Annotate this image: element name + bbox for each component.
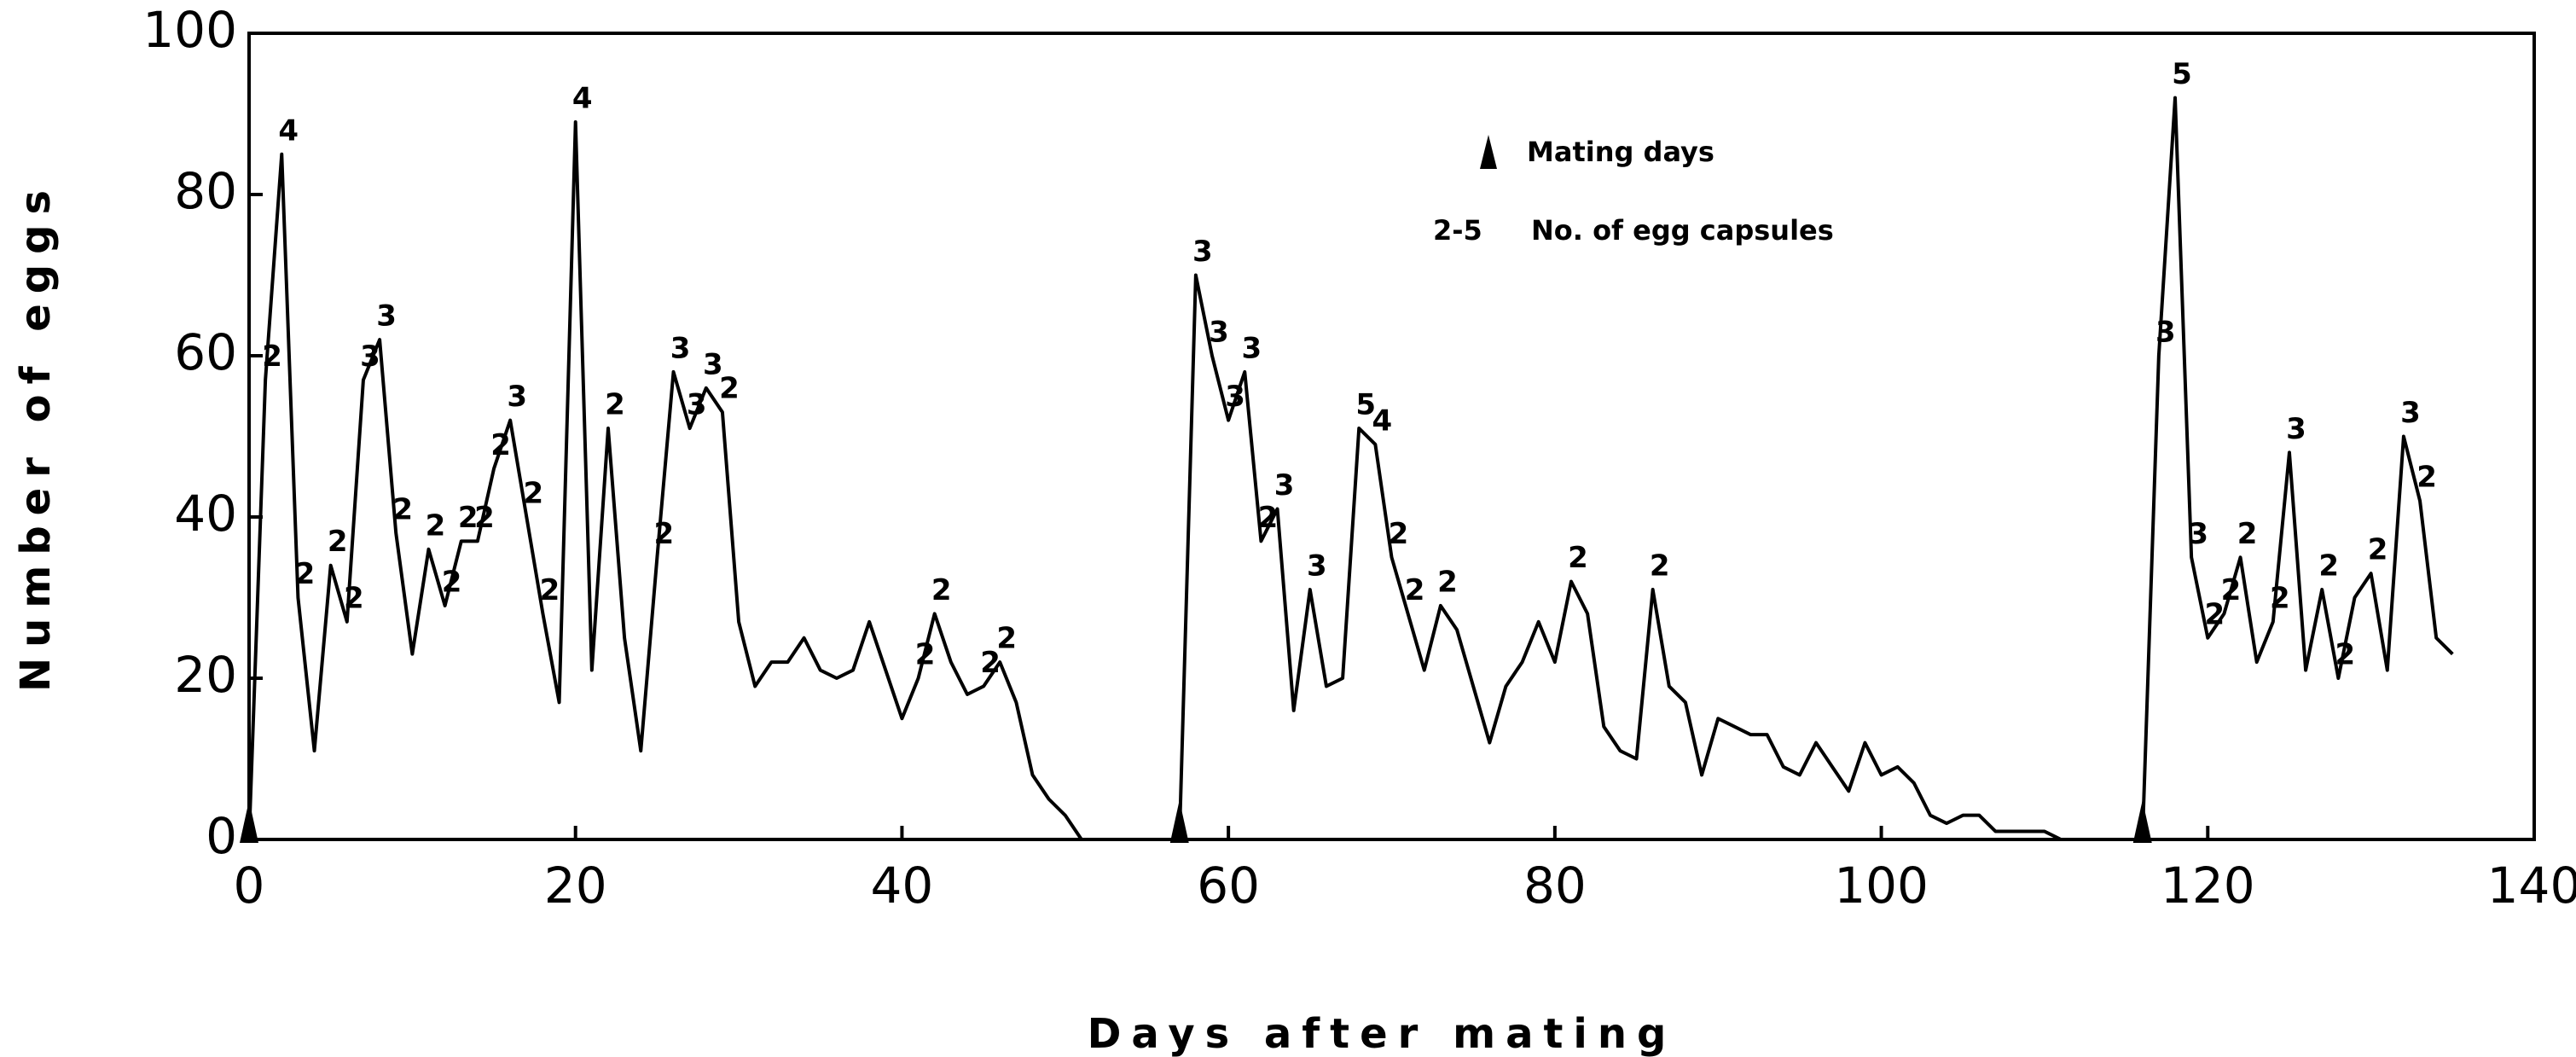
capsule-label: 2 [392,492,413,526]
capsule-label: 2 [719,372,740,406]
capsule-label: 3 [1192,235,1213,269]
capsule-label: 2 [1437,565,1458,599]
capsule-label: 3 [360,340,380,374]
y-tick-label: 40 [174,485,237,543]
capsule-label: 3 [1307,549,1327,584]
capsule-label: 2 [523,477,543,511]
capsule-label: 2 [490,428,511,462]
capsule-label: 2 [1405,573,1425,607]
mating-arrow [1169,800,1189,843]
capsule-label: 5 [2172,57,2192,91]
y-tick-label: 60 [174,323,237,381]
capsule-label: 2 [654,517,675,551]
data-line [247,96,2454,841]
capsule-label: 3 [687,388,707,422]
capsule-label: 2 [426,508,446,543]
capsule-label: 4 [572,81,593,115]
mating-arrow [2132,800,2152,843]
capsule-label: 2 [915,638,936,672]
y-axis-label: Number of eggs [12,180,60,692]
capsule-label: 2 [2416,461,2437,495]
capsule-label: 3 [2286,412,2306,446]
capsule-label: 2 [1568,541,1588,575]
capsule-label: 5 [1355,388,1376,422]
capsule-label: 3 [2155,316,2176,350]
capsule-label: 3 [670,331,691,365]
y-tick-label: 80 [174,162,237,220]
capsule-label: 2 [1389,517,1409,551]
capsule-label: 2 [2335,638,2356,672]
x-axis-label: Days after mating [1088,1010,1677,1057]
capsule-label: 2 [605,388,625,422]
capsule-label: 2 [1258,501,1279,535]
capsule-label: 2 [2204,597,2225,631]
capsule-label: 2 [458,501,479,535]
capsule-label: 2 [1650,549,1670,584]
capsule-label: 2 [540,573,560,607]
capsule-label: 3 [1274,468,1295,502]
x-tick-label: 140 [2487,857,2576,915]
x-tick-label: 20 [544,857,607,915]
capsule-label: 2 [2221,573,2242,607]
capsule-label: 2 [996,622,1017,656]
x-tick-label: 120 [2161,857,2255,915]
capsule-label: 2 [344,581,364,615]
x-tick-label: 80 [1523,857,1587,915]
capsule-label: 2 [262,340,282,374]
capsule-label: 3 [703,347,723,381]
capsule-label: 2 [2368,533,2388,567]
x-tick-label: 40 [871,857,934,915]
capsule-label: 3 [1209,316,1229,350]
y-tick-label: 20 [174,646,237,704]
capsule-label: 2 [328,525,348,559]
capsule-label: 3 [507,380,527,414]
plot-frame [247,32,2536,841]
capsule-label: 2 [2237,517,2258,551]
capsule-label: 2 [2270,581,2290,615]
x-tick-label: 100 [1834,857,1929,915]
capsule-label: 3 [376,299,397,334]
y-tick-label: 100 [142,1,237,59]
capsule-label: 2 [931,573,952,607]
capsule-label: 3 [2188,517,2208,551]
capsule-label: 2 [474,501,495,535]
legend-capsule-label: No. of egg capsules [1531,214,1834,247]
y-tick-label: 0 [206,807,237,865]
x-tick-label: 60 [1197,857,1260,915]
capsule-label: 2 [2318,549,2339,584]
legend-arrow [1480,135,1497,169]
mating-arrow [240,800,258,843]
capsule-label: 2 [295,557,316,591]
legend-range-label: 2-5 [1433,214,1482,247]
x-tick-label: 0 [234,857,265,915]
capsule-label: 2 [442,565,462,599]
capsule-label: 4 [278,113,299,148]
legend-marker-label: Mating days [1527,136,1714,168]
capsule-label: 4 [1372,404,1393,438]
capsule-label: 3 [1241,331,1262,365]
capsule-label: 3 [2400,396,2421,430]
capsule-label: 3 [1225,380,1245,414]
capsule-label: 2 [980,646,1001,680]
